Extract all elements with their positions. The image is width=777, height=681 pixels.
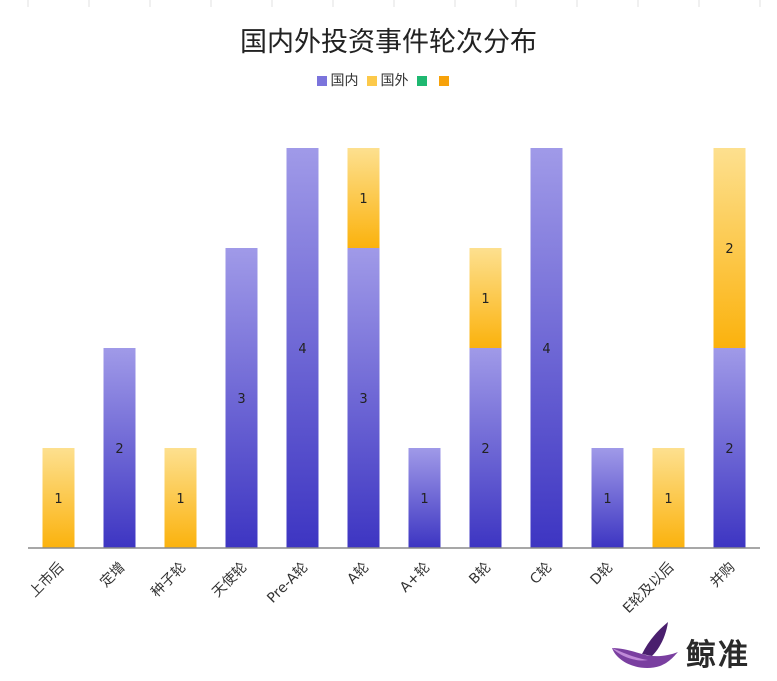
x-tick-labels: 上市后 定增 种子轮 天使轮 Pre-A轮 A轮 A+轮 B轮 C轮 D轮 E轮及以后 并购 <box>26 559 739 617</box>
bar-foreign-0 <box>42 448 75 548</box>
bar-domestic-9 <box>591 448 624 548</box>
bar-foreign-5 <box>347 148 380 248</box>
brand-logo: 鲸准 <box>608 618 768 674</box>
bar-domestic-4 <box>286 148 319 548</box>
x-tick-label: E轮及以后 <box>620 560 677 617</box>
bar-domestic-7 <box>469 348 502 548</box>
x-tick-label: C轮 <box>527 560 555 588</box>
data-label: 2 <box>481 442 489 457</box>
top-border-ticks <box>27 0 761 7</box>
legend-swatch-domestic <box>316 76 327 86</box>
data-label: 4 <box>542 342 550 357</box>
data-label: 1 <box>176 492 184 507</box>
bar-foreign-10 <box>652 448 685 548</box>
data-label: 1 <box>54 492 62 507</box>
data-label: 4 <box>298 342 306 357</box>
bar-domestic-8 <box>530 148 563 548</box>
x-tick-label: A轮 <box>344 560 372 588</box>
data-label: 3 <box>237 392 245 407</box>
data-label: 1 <box>603 492 611 507</box>
bar-foreign-7 <box>469 248 502 348</box>
legend-item-foreign: 国外 <box>366 73 409 89</box>
legend-item-domestic: 国内 <box>316 73 359 89</box>
data-label: 2 <box>725 442 733 457</box>
legend-swatch-series3 <box>416 76 427 86</box>
bar-domestic-11 <box>713 348 746 548</box>
legend-label-foreign: 国外 <box>380 73 409 89</box>
x-tick-label: Pre-A轮 <box>264 560 311 607</box>
bar-foreign-2 <box>164 448 197 548</box>
data-label: 2 <box>725 242 733 257</box>
legend-swatch-series4 <box>438 76 449 86</box>
brand-name: 鲸准 <box>686 638 750 673</box>
data-label: 1 <box>481 292 489 307</box>
bar-domestic-1 <box>103 348 136 548</box>
data-label: 1 <box>664 492 672 507</box>
data-label: 3 <box>359 392 367 407</box>
chart-legend: 国内 国外 <box>0 74 777 88</box>
chart-title: 国内外投资事件轮次分布 <box>240 27 537 58</box>
x-tick-label: A+轮 <box>397 560 433 596</box>
x-tick-label: 上市后 <box>26 559 68 601</box>
x-tick-label: 天使轮 <box>209 559 251 601</box>
x-tick-label: D轮 <box>587 560 616 589</box>
legend-item-series4 <box>438 76 453 86</box>
data-label: 1 <box>359 192 367 207</box>
data-label: 1 <box>420 492 428 507</box>
bars-group: 1 2 1 3 4 3 1 1 2 1 4 1 1 2 2 <box>42 148 746 548</box>
legend-swatch-foreign <box>366 76 377 86</box>
x-tick-label: 种子轮 <box>148 560 189 601</box>
bar-domestic-6 <box>408 448 441 548</box>
x-tick-label: B轮 <box>466 560 494 588</box>
legend-label-domestic: 国内 <box>330 73 359 89</box>
bar-domestic-5 <box>347 248 380 548</box>
data-label: 2 <box>115 442 123 457</box>
legend-item-series3 <box>416 76 431 86</box>
whale-icon <box>612 622 678 668</box>
x-tick-label: 定增 <box>97 560 128 591</box>
bar-foreign-11 <box>713 148 746 348</box>
x-tick-label: 并购 <box>707 560 738 591</box>
bar-domestic-3 <box>225 248 258 548</box>
